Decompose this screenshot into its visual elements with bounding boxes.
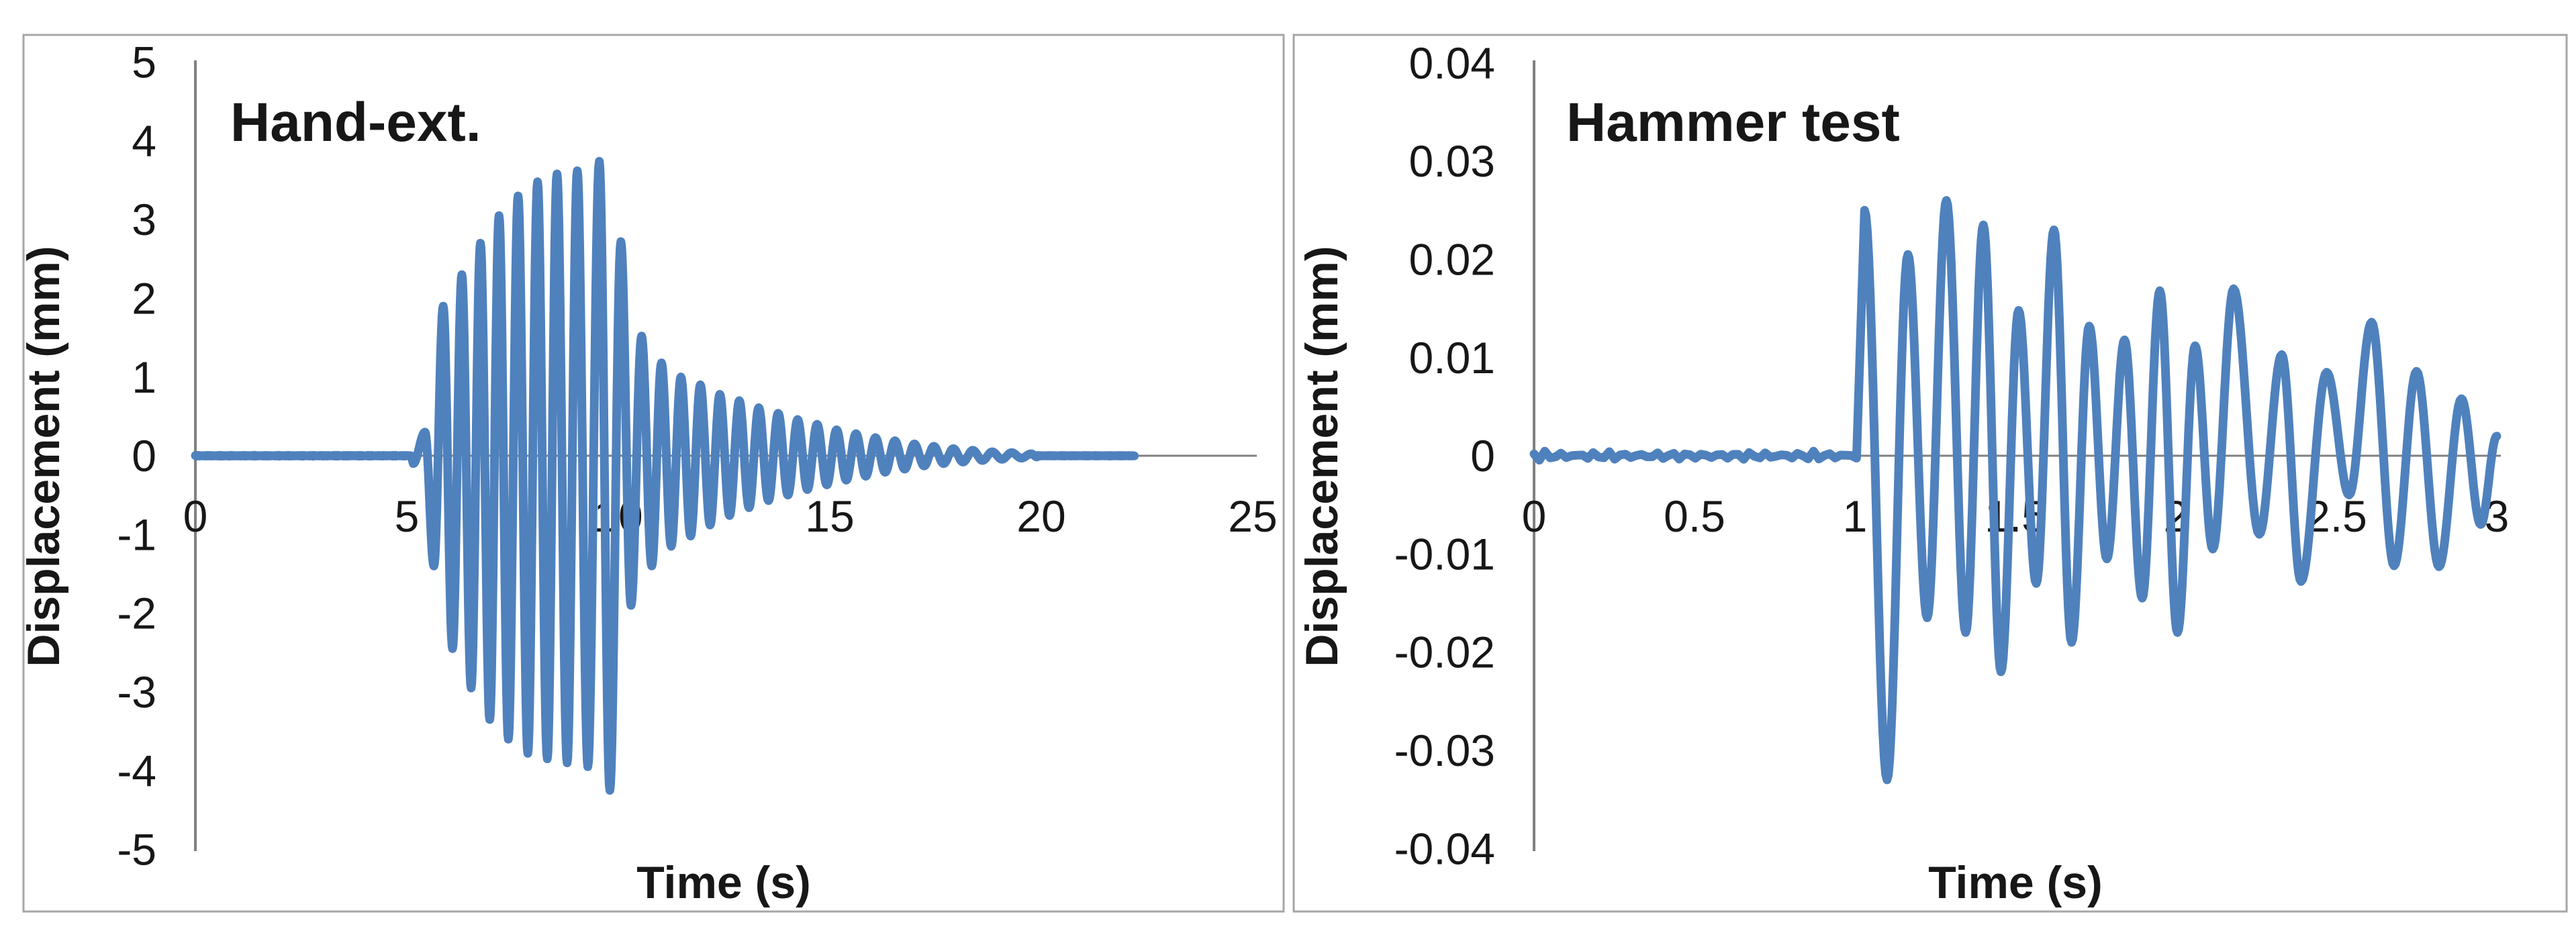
waveform-line: [1529, 196, 2501, 785]
x-tick-label: 0.5: [1664, 491, 1725, 541]
x-tick-label: 0: [1522, 491, 1547, 541]
y-tick-label: 5: [132, 38, 156, 87]
y-tick-label: -0.02: [1394, 628, 1495, 677]
y-tick-label: -0.01: [1394, 529, 1495, 579]
chart-hammer-test: 0.04 0.03 0.02 0.01 0 -0.01 -0.02 -0.03 -0.04 0 0.…: [1296, 38, 2509, 908]
y-tick-label: 0: [1470, 431, 1495, 481]
x-tick-label: 25: [1228, 491, 1277, 541]
y-tick-label: -0.04: [1394, 824, 1495, 873]
y-tick-label: 0: [132, 431, 156, 481]
x-tick-label: 1: [1843, 491, 1868, 541]
y-tick-label: 0.04: [1409, 38, 1495, 88]
y-tick-label: 3: [132, 195, 156, 244]
tick-labels-group: 0.04 0.03 0.02 0.01 0 -0.01 -0.02 -0.03 -0.04 0 0.…: [1394, 38, 2510, 873]
waveform-line: [191, 156, 1139, 795]
y-tick-label: 0.01: [1409, 333, 1495, 383]
chart-title: Hand-ext.: [230, 92, 481, 153]
waveform-group: [191, 156, 1139, 795]
y-tick-label: -3: [117, 667, 156, 717]
x-tick-label: 5: [395, 491, 420, 541]
y-tick-label: -1: [117, 509, 156, 559]
y-tick-label: 0.02: [1409, 235, 1495, 285]
y-tick-label: -0.03: [1394, 726, 1495, 775]
y-axis-title: Displacement (mm): [18, 246, 69, 667]
y-tick-label: -4: [117, 746, 156, 795]
y-tick-label: -5: [117, 825, 156, 875]
x-axis-title: Time (s): [1928, 857, 2102, 908]
y-tick-label: 0.03: [1409, 136, 1495, 186]
y-tick-label: -2: [117, 589, 156, 638]
y-axis-title: Displacement (mm): [1296, 246, 1347, 667]
x-tick-label: 0: [183, 491, 208, 541]
chart-title: Hammer test: [1566, 92, 1900, 153]
y-tick-label: 1: [132, 352, 156, 402]
x-tick-label: 20: [1016, 491, 1065, 541]
waveform-group: [1529, 196, 2501, 785]
y-tick-label: 2: [132, 274, 156, 324]
y-tick-label: 4: [132, 116, 156, 166]
x-tick-label: 15: [805, 491, 854, 541]
x-axis-title: Time (s): [636, 857, 810, 908]
